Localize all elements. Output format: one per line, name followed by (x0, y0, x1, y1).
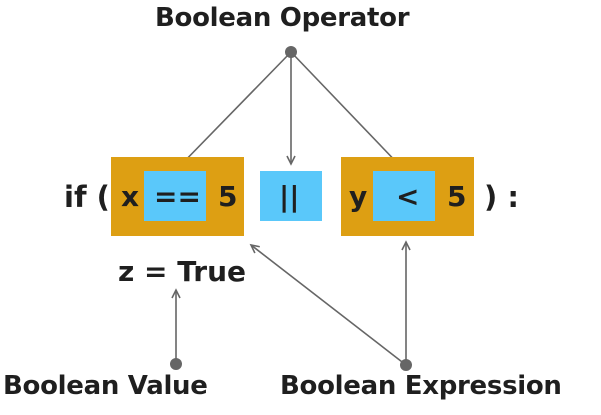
assignment-statement: z = True (118, 255, 247, 288)
dot-operator (285, 46, 297, 58)
or-operator-box (260, 171, 322, 221)
right-variable: y (349, 180, 368, 213)
boolean-value-label: Boolean Value (3, 371, 208, 401)
or-operator: || (279, 180, 300, 213)
arrow-operator-to-left-op (174, 51, 292, 172)
left-variable: x (121, 180, 140, 213)
left-operator: == (154, 180, 201, 213)
left-value: 5 (218, 180, 238, 213)
dot-value (170, 358, 182, 370)
right-operator: < (396, 180, 420, 213)
if-keyword: if ( (64, 180, 110, 214)
right-value: 5 (447, 180, 467, 213)
left-operator-box (144, 171, 206, 221)
boolean-operator-label: Boolean Operator (155, 3, 410, 33)
right-operator-box (373, 171, 435, 221)
arrow-expression-to-left-box (249, 243, 407, 366)
arrow-operator-to-right-op (290, 51, 406, 172)
boolean-expression-label: Boolean Expression (280, 371, 562, 401)
dot-expression (400, 359, 412, 371)
close-paren-colon: ) : (484, 180, 519, 214)
